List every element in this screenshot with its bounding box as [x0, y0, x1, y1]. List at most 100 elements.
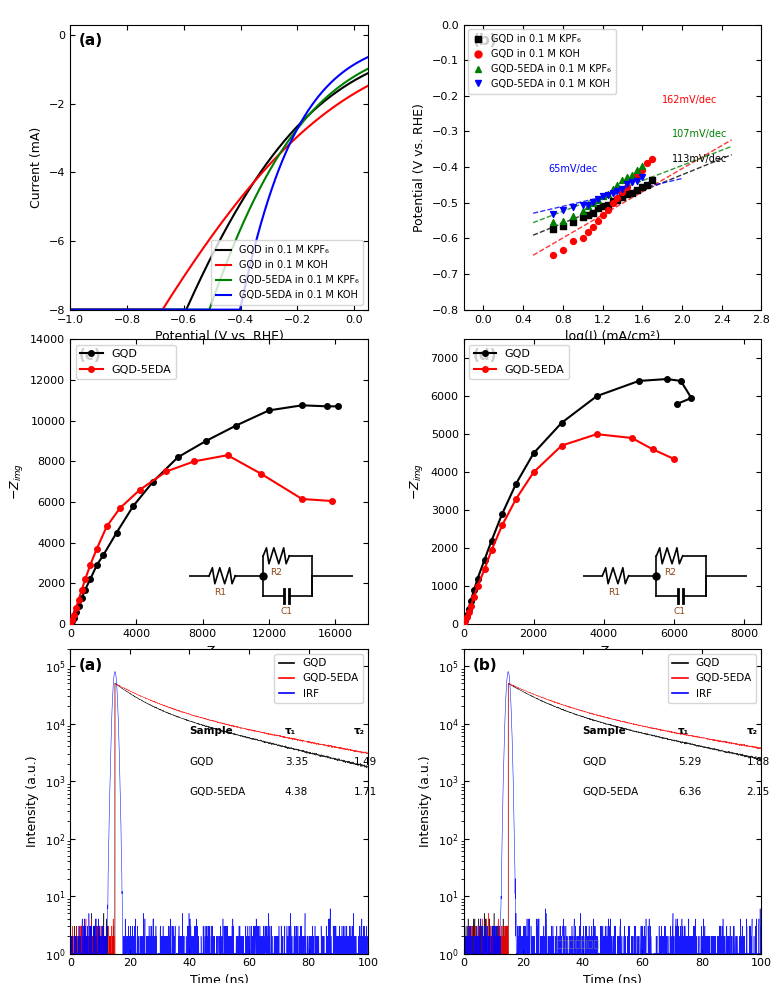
- GQD-5EDA: [327, 495, 337, 507]
- Point: [626, 174, 639, 190]
- Point: [612, 183, 624, 199]
- Point: [597, 188, 609, 203]
- Point: [547, 221, 559, 237]
- Text: (a): (a): [79, 33, 103, 48]
- Point: [631, 162, 644, 178]
- Point: [581, 224, 594, 240]
- Text: 1.88: 1.88: [747, 757, 770, 767]
- Line: GQD-5EDA: GQD-5EDA: [67, 452, 334, 627]
- Text: 1.71: 1.71: [353, 787, 376, 797]
- GQD-5EDA: [459, 618, 469, 630]
- GQD-5EDA: [487, 545, 496, 556]
- Point: [616, 172, 629, 188]
- GQD-5EDA: [85, 559, 95, 571]
- Point: [636, 158, 648, 174]
- GQD-5EDA: [627, 433, 637, 444]
- GQD: [66, 618, 75, 630]
- GQD-5EDA: [256, 468, 266, 480]
- GQD: [173, 451, 183, 463]
- Point: [601, 186, 614, 202]
- Text: (a): (a): [79, 658, 103, 673]
- GQD: [74, 600, 84, 611]
- Legend: GQD in 0.1 M KPF₆, GQD in 0.1 M KOH, GQD-5EDA in 0.1 M KPF₆, GQD-5EDA in 0.1 M K: GQD in 0.1 M KPF₆, GQD in 0.1 M KOH, GQD…: [469, 29, 615, 93]
- GQD: [662, 374, 672, 385]
- X-axis label: log(J) (mA/cm²): log(J) (mA/cm²): [565, 330, 660, 343]
- GQD: [231, 420, 241, 432]
- Point: [626, 167, 639, 183]
- Text: 162mV/dec: 162mV/dec: [662, 95, 718, 105]
- Text: 1.49: 1.49: [353, 757, 376, 767]
- GQD: [85, 573, 95, 585]
- GQD: [686, 392, 696, 404]
- Point: [576, 198, 589, 213]
- Point: [566, 213, 579, 229]
- Y-axis label: $-Z_{img}$: $-Z_{img}$: [8, 463, 25, 500]
- GQD: [459, 618, 469, 630]
- Point: [606, 182, 619, 198]
- GQD-5EDA: [190, 455, 199, 467]
- Point: [587, 205, 599, 221]
- GQD-5EDA: [512, 492, 521, 504]
- Point: [557, 243, 569, 259]
- Text: τ₂: τ₂: [353, 726, 365, 736]
- GQD-5EDA: [557, 439, 566, 451]
- GQD: [462, 608, 472, 620]
- Point: [636, 162, 648, 178]
- Point: [641, 154, 654, 170]
- GQD-5EDA: [77, 584, 87, 596]
- Point: [612, 191, 624, 206]
- Point: [591, 191, 604, 206]
- Text: 材料科学与工程: 材料科学与工程: [556, 939, 600, 949]
- Line: GQD: GQD: [67, 402, 341, 627]
- X-axis label: Time (ns): Time (ns): [190, 974, 248, 983]
- Point: [626, 186, 639, 202]
- GQD-5EDA: [592, 429, 601, 440]
- GQD: [264, 405, 273, 417]
- Point: [616, 185, 629, 201]
- GQD-5EDA: [464, 607, 473, 618]
- GQD-5EDA: [74, 594, 84, 606]
- GQD-5EDA: [162, 466, 171, 478]
- GQD-5EDA: [223, 449, 232, 461]
- GQD-5EDA: [92, 543, 102, 554]
- GQD: [129, 500, 138, 512]
- Point: [616, 181, 629, 197]
- Point: [601, 187, 614, 202]
- X-axis label: Time (ns): Time (ns): [583, 974, 642, 983]
- GQD: [672, 398, 682, 410]
- Point: [557, 202, 569, 218]
- Text: τ₁: τ₁: [285, 726, 296, 736]
- Legend: GQD, GQD-5EDA: GQD, GQD-5EDA: [76, 345, 176, 379]
- Point: [631, 167, 644, 183]
- Point: [557, 212, 569, 228]
- Point: [581, 207, 594, 223]
- Point: [591, 201, 604, 216]
- Legend: GQD, GQD-5EDA, IRF: GQD, GQD-5EDA, IRF: [274, 654, 363, 703]
- X-axis label: Potential (V vs. RHE): Potential (V vs. RHE): [155, 330, 284, 343]
- GQD: [592, 390, 601, 402]
- GQD: [466, 596, 476, 607]
- Point: [557, 218, 569, 234]
- X-axis label: $Z_{real}$: $Z_{real}$: [599, 645, 626, 660]
- Text: 107mV/dec: 107mV/dec: [672, 129, 727, 139]
- GQD: [71, 607, 80, 618]
- GQD: [77, 592, 87, 604]
- Point: [566, 234, 579, 250]
- Point: [621, 177, 633, 193]
- GQD-5EDA: [669, 453, 679, 465]
- Point: [621, 169, 633, 185]
- GQD: [298, 399, 307, 411]
- GQD: [461, 614, 470, 626]
- Point: [547, 206, 559, 222]
- Point: [581, 199, 594, 214]
- GQD: [333, 400, 343, 412]
- Y-axis label: Intensity (a.u.): Intensity (a.u.): [26, 755, 39, 847]
- Point: [636, 179, 648, 195]
- Text: GQD: GQD: [190, 757, 214, 767]
- GQD-5EDA: [466, 600, 476, 611]
- Y-axis label: Current (mA): Current (mA): [30, 127, 44, 207]
- GQD-5EDA: [298, 493, 307, 505]
- GQD: [322, 400, 331, 412]
- Point: [576, 230, 589, 246]
- Point: [606, 194, 619, 209]
